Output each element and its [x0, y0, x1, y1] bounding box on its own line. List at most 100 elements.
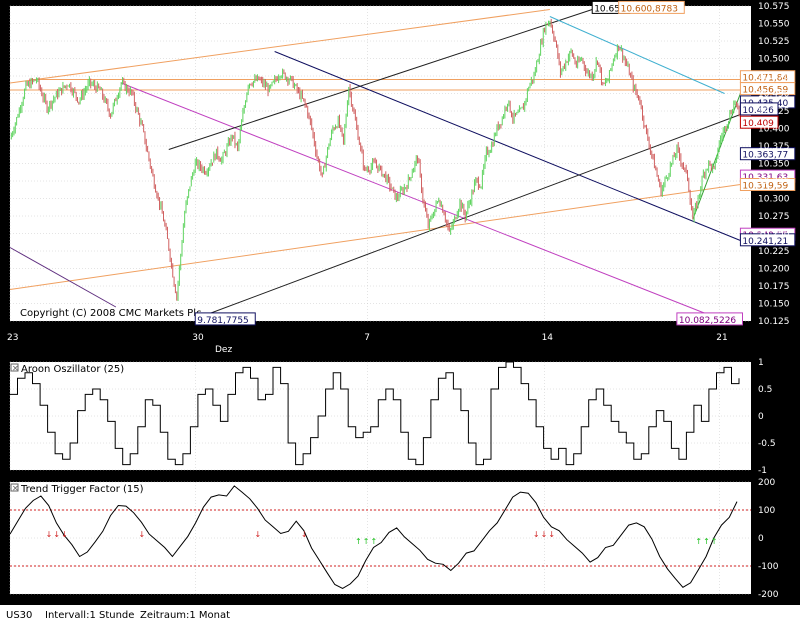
aroon-y-tick-label: -0.5 [758, 439, 776, 449]
price-tag-label: 10.409 [742, 119, 774, 129]
price-tag-box [739, 82, 796, 96]
sell-signal-arrow: ↓ [541, 530, 548, 539]
chart-canvas[interactable]: Copyright (C) 2008 CMC Markets Plc 10.65… [0, 0, 800, 605]
price-x-axis: 23 30 7 14 21 [7, 333, 728, 343]
buy-signal-arrow: ↑ [355, 537, 362, 546]
price-y-tick-label: 10.300 [758, 195, 790, 205]
ttf-y-tick-label: 100 [758, 506, 775, 516]
price-x-tick-label: 23 [7, 333, 18, 343]
aroon-title: Aroon Oszillator (25) [21, 364, 124, 375]
aroon-grid [9, 361, 751, 471]
price-tag-box [739, 147, 796, 161]
price-tag-label: 10.319,59 [742, 182, 788, 192]
price-x-tick-label: 21 [716, 333, 727, 343]
ttf-y-tick-label: 0 [758, 534, 764, 544]
price-tag: 10.426 [739, 102, 779, 116]
buy-signal-arrow: ↑ [695, 537, 702, 546]
price-tag: 10.409 [739, 115, 779, 129]
price-tag-box [739, 178, 796, 191]
ttf-title: Trend Trigger Factor (15) [20, 484, 144, 495]
price-x-tick-label: 30 [192, 333, 204, 343]
ttf-signal-arrows: ↓ ↓ ↓ ↓ ↓ ↓↑ ↑ ↑↓ ↓ ↓↑ ↑ ↑ [46, 530, 718, 546]
price-y-tick-label: 10.475 [758, 72, 790, 82]
copyright-watermark: Copyright (C) 2008 CMC Markets Plc [20, 308, 201, 319]
price-tag-box [739, 102, 779, 116]
price-y-tick-label: 10.225 [758, 247, 790, 257]
aroon-y-axis: 1 0.5 0 -0.5 -1 [758, 358, 776, 476]
price-tag-label: 10.658 [594, 4, 626, 14]
ttf-close-box[interactable] [10, 483, 19, 492]
ttf-y-tick-label: -100 [758, 562, 779, 572]
price-tag: 9.781,7755 [194, 312, 256, 326]
price-tag-box [676, 312, 744, 326]
price-y-tick-label: 10.325 [758, 177, 790, 187]
sell-signal-arrow: ↓ [301, 530, 308, 539]
aroon-y-tick-label: 1 [758, 358, 764, 368]
x-axis-month-label: Dez [215, 345, 232, 355]
price-y-tick-label: 10.425 [758, 107, 790, 117]
sell-signal-arrow: ↓ [138, 530, 145, 539]
price-y-tick-label: 10.350 [758, 160, 790, 170]
price-tag: 10.600,8783 [618, 0, 685, 14]
price-y-tick-label: 10.575 [758, 2, 790, 12]
buy-signal-arrow: ↑ [363, 537, 370, 546]
purple-trendline [9, 247, 117, 308]
ttf-grid [9, 481, 751, 595]
price-tag-box [739, 233, 796, 247]
aroon-close-icon[interactable]: ✕ [12, 364, 19, 373]
aroon-panel[interactable]: ✕ Aroon Oszillator (25) 1 0.5 0 -0.5 -1 [9, 358, 776, 476]
buy-signal-arrow: ↑ [371, 537, 378, 546]
ttf-y-axis: 200 100 0 -100 -200 [758, 478, 779, 600]
price-y-tick-label: 10.400 [758, 125, 790, 135]
price-y-tick-label: 10.125 [758, 317, 790, 327]
price-panel[interactable]: Copyright (C) 2008 CMC Markets Plc 10.65… [7, 0, 796, 355]
price-tag: 10.082,5226 [676, 312, 744, 326]
price-tag-box [194, 312, 256, 326]
price-tag-label: 10.456,59 [742, 86, 788, 96]
price-x-tick-label: 7 [364, 333, 370, 343]
price-tag: 10.241,21 [739, 233, 796, 247]
price-y-tick-label: 10.200 [758, 265, 790, 275]
price-y-tick-label: 10.525 [758, 37, 790, 47]
sell-signal-arrow: ↓ [254, 530, 261, 539]
price-y-tick-label: 10.375 [758, 142, 790, 152]
period-label[interactable]: Zeitraum:1 Monat [140, 610, 231, 621]
price-candles [10, 18, 741, 301]
orange-channel-lower [9, 184, 741, 290]
price-tag-label: 10.426 [742, 106, 774, 116]
ttf-panel[interactable]: ↓ ↓ ↓ ↓ ↓ ↓↑ ↑ ↑↓ ↓ ↓↑ ↑ ↑ ✕ Trend Trigger Factor (… [9, 478, 779, 600]
aroon-close-box[interactable] [10, 363, 19, 372]
price-grid [9, 5, 751, 322]
sell-signal-arrow: ↓ [533, 530, 540, 539]
price-tag-label: 10.241,21 [742, 237, 788, 247]
buy-signal-arrow: ↑ [703, 537, 710, 546]
ttf-y-tick-label: -200 [758, 590, 779, 600]
price-tag: 10.363,77 [739, 147, 796, 161]
buy-signal-arrow: ↑ [711, 537, 718, 546]
price-tag-label: 10.471,84 [742, 74, 788, 84]
price-y-axis: 10.575 10.550 10.525 10.500 10.475 10.450 10.4… [758, 2, 790, 327]
aroon-y-tick-label: 0.5 [758, 385, 772, 395]
symbol-label: US30 [6, 610, 33, 621]
sell-signal-arrow: ↓ [548, 530, 555, 539]
price-tag: 10.456,59 [739, 82, 796, 96]
black-channel-upper [168, 9, 593, 150]
price-tag-label: 10.363,77 [742, 151, 788, 161]
interval-label[interactable]: Intervall:1 Stunde [45, 610, 135, 621]
aroon-y-tick-label: 0 [758, 412, 764, 422]
price-tag-box [618, 0, 685, 14]
aroon-y-tick-label: -1 [758, 466, 767, 476]
sell-signal-arrow: ↓ [53, 530, 60, 539]
price-tags: 10.65810.600,878310.471,8410.456,5910.43… [194, 0, 796, 326]
price-y-tick-label: 10.550 [758, 20, 790, 30]
price-y-tick-label: 10.500 [758, 55, 790, 65]
price-y-tick-label: 10.175 [758, 282, 790, 292]
price-x-tick-label: 14 [542, 333, 554, 343]
ttf-threshold-lines [10, 509, 751, 567]
price-tag-box [739, 115, 779, 129]
price-tag-label: 9.781,7755 [197, 316, 249, 326]
ttf-close-icon[interactable]: ✕ [12, 484, 19, 493]
status-bar: US30 Intervall:1 Stunde Zeitraum:1 Monat [0, 607, 800, 625]
orange-channel-upper [9, 9, 550, 84]
